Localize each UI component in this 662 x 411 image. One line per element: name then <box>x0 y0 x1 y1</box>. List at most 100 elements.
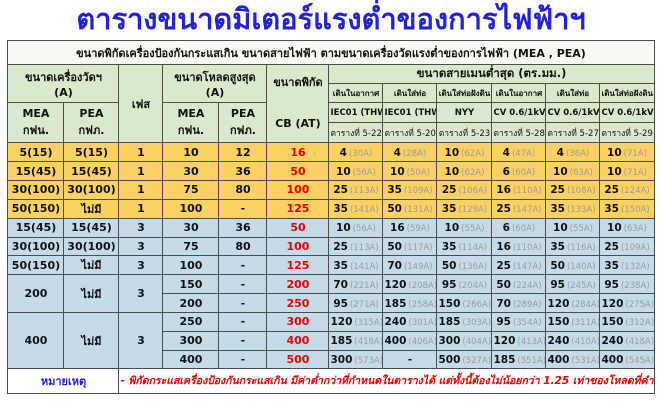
cable-size-value: 10 <box>444 165 460 178</box>
cable-size-value: 4 <box>556 146 564 159</box>
table-row: 50(150) ไม่มี 3 100-125 35 (141A) 70 (149A) 50 (1… <box>7 255 655 276</box>
load-pea-cell: 36 <box>218 217 268 238</box>
load-mea-cell: 75 <box>162 179 220 200</box>
cable-size-value: 35 <box>550 240 565 253</box>
note-label: หมายเหตุ <box>7 368 120 395</box>
cable-size-cell-5: 35 (116A) <box>545 236 601 257</box>
cable-size-cell-2: 50 (131A) <box>382 198 438 219</box>
cable-size-value: 25 <box>496 203 511 216</box>
cable-size-cell-4: 6 (60A) <box>491 217 547 238</box>
ampacity-value: (63A) <box>569 167 593 178</box>
cable-size-value: 10 <box>444 222 460 235</box>
ampacity-value: (71A) <box>623 167 647 178</box>
cable-size-value: 4 <box>339 146 347 159</box>
cable-size-value: 35 <box>441 240 457 253</box>
cable-size-value: 95 <box>496 316 511 329</box>
cable-size-value: 35 <box>604 203 619 216</box>
cable-size-value: 185 <box>493 353 516 366</box>
ampacity-value: (245A) <box>566 280 596 291</box>
ampacity-value: (303A) <box>462 318 492 329</box>
col-header-mea-meter: MEA กฟน. <box>7 102 65 144</box>
ampacity-value: (275A) <box>625 299 655 310</box>
cable-size-cell-2: 400 (406A) <box>382 330 438 351</box>
ampacity-value: (60A) <box>511 224 536 235</box>
phase-cell: 1 <box>118 179 164 200</box>
phase-cell: 3 <box>118 311 164 370</box>
ampacity-value: (129A) <box>458 205 488 216</box>
col-header-cable-type-2: IEC01 (THW) <box>382 102 438 124</box>
cable-size-cell-5: 35 (133A) <box>545 198 601 219</box>
ampacity-value: (354A) <box>512 318 542 329</box>
cable-size-cell-6: 400 (545A) <box>599 349 655 370</box>
ampacity-value: (406A) <box>408 337 437 348</box>
phase-cell: 3 <box>118 255 164 276</box>
cable-size-value: 25 <box>333 184 348 197</box>
cable-size-cell-4: 25 (147A) <box>491 198 547 219</box>
cable-size-cell-5: 240 (410A) <box>545 330 601 351</box>
ampacity-value: (149A) <box>403 261 433 272</box>
col-header-install-2: เดินใส่ท่อ <box>382 83 438 104</box>
col-header-cable-type-1: IEC01 (THW) <box>328 102 384 124</box>
col-header-install-1: เดินในอากาศ <box>328 83 384 104</box>
cable-size-value: 120 <box>330 316 353 329</box>
cable-size-value: 10 <box>607 222 622 235</box>
cable-size-cell-1: 95 (271A) <box>328 293 384 313</box>
ampacity-value: (413A) <box>517 337 546 348</box>
page-title: ตารางขนาดมิเตอร์แรงต่ำของการไฟฟ้าฯ <box>76 2 586 36</box>
ampacity-value: (131A) <box>403 205 433 216</box>
ampacity-value: (113A) <box>349 242 379 253</box>
cb-rating-cell: 125 <box>266 255 330 276</box>
load-pea-cell: 36 <box>218 161 268 181</box>
pea-label: PEA <box>230 107 256 121</box>
ampacity-value: (63A) <box>623 224 647 235</box>
ampacity-value: (573A) <box>354 355 383 366</box>
meter-mea-cell: 50(150) <box>7 255 65 276</box>
cable-size-cell-3: 150 (266A) <box>436 293 493 313</box>
cb-rating-cell: 16 <box>266 142 330 163</box>
cable-size-value: 400 <box>384 335 407 348</box>
table-row: 50(150) ไม่มี 1 100-125 35 (141A) 50 (131A) 35 (1… <box>7 198 655 219</box>
ampacity-value: (204A) <box>458 280 488 291</box>
cable-size-value: 10 <box>607 165 622 178</box>
ampacity-value: (116A) <box>566 242 596 253</box>
ampacity-value: (55A) <box>461 224 485 235</box>
ampacity-value: (418A) <box>354 337 383 348</box>
load-pea-cell: 80 <box>218 179 268 200</box>
meter-mea-cell: 30(100) <box>7 236 65 257</box>
ampacity-value: (141A) <box>349 205 379 216</box>
cable-size-cell-6: 150 (312A) <box>599 311 655 332</box>
col-header-main-cable: ขนาดสายเมนต่ำสุด (ตร.มม.) <box>328 64 655 85</box>
cable-size-value: 10 <box>553 165 568 178</box>
cb-rating-line2: CB (AT) <box>275 117 321 131</box>
meter-mea-cell: 200 <box>7 274 65 313</box>
cable-size-value: 150 <box>547 316 570 329</box>
ampacity-value: (56A) <box>352 224 376 235</box>
cable-size-cell-4: 4 (47A) <box>491 142 547 163</box>
cable-size-cell-2: 4 (28A) <box>382 142 438 163</box>
cable-size-value: 35 <box>333 203 348 216</box>
meter-mea-cell: 15(45) <box>7 161 65 181</box>
cable-size-cell-3: 50 (136A) <box>436 255 493 276</box>
cable-size-value: 300 <box>438 335 461 348</box>
cable-size-value: 400 <box>601 353 624 366</box>
ampacity-value: (208A) <box>408 280 437 291</box>
cable-size-cell-5: 120 (284A) <box>545 293 601 313</box>
cable-size-cell-3: 10 (62A) <box>436 142 493 163</box>
ampacity-value: (108A) <box>566 186 596 197</box>
cable-size-cell-3: 500 (527A) <box>436 349 493 370</box>
phase-cell: 1 <box>118 198 164 219</box>
cb-rating-cell: 125 <box>266 198 330 219</box>
cable-size-cell-4: 6 (60A) <box>491 161 547 181</box>
meter-pea-cell: ไม่มี <box>63 274 120 313</box>
cb-rating-line1: ขนาดพิกัด <box>273 75 323 89</box>
cable-size-cell-2: 35 (109A) <box>382 179 438 200</box>
pea-label: PEA <box>79 107 104 121</box>
ampacity-value: (284A) <box>571 299 600 310</box>
cable-size-cell-1: 10 (56A) <box>328 217 384 238</box>
load-mea-cell: 75 <box>162 236 220 257</box>
cable-size-value: 16 <box>496 184 511 197</box>
table-row: 15(45) 15(45) 1 30 36 50 10 (56A) 10 (50A) 10 (62A)… <box>7 161 655 181</box>
ampacity-value: (311A) <box>571 318 600 329</box>
table-row: 15(45) 15(45) 3 30 36 50 10 (56A) 16 (59A) 10 (55A)… <box>7 217 655 238</box>
ampacity-value: (114A) <box>458 242 488 253</box>
